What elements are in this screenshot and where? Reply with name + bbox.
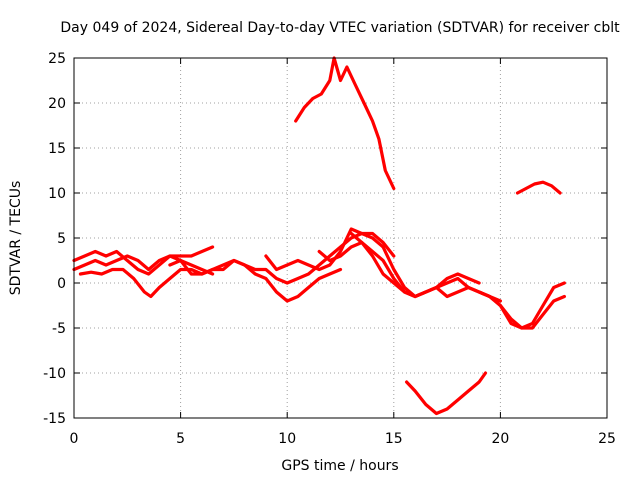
y-tick-label: -15 — [43, 411, 66, 427]
x-tick-label: 15 — [385, 431, 403, 447]
x-tick-label: 20 — [491, 431, 509, 447]
series-line-sat-k — [405, 371, 488, 416]
plot-frame — [73, 57, 608, 419]
series-line-sat-d — [168, 231, 396, 285]
y-tick-label: 25 — [48, 51, 66, 67]
x-tick-label: 5 — [176, 431, 185, 447]
y-tick-label: -10 — [43, 366, 66, 382]
x-tick-label: 10 — [278, 431, 296, 447]
series-line-sat-c — [78, 258, 343, 303]
y-tick-label: 15 — [48, 141, 66, 157]
y-tick-label: 5 — [57, 231, 66, 247]
series-line-sat-e — [264, 227, 481, 299]
series-line-sat-j — [515, 180, 562, 195]
series-line-sat-g — [349, 231, 566, 330]
series-line-sat-b — [72, 254, 215, 276]
y-axis-label: SDTVAR / TECUs — [8, 181, 24, 296]
series-line-sat-i — [294, 56, 396, 191]
y-tick-label: 20 — [48, 96, 66, 112]
x-tick-label: 0 — [70, 431, 79, 447]
tick-layer: 0 5 10 15 20 25 -15 -10 -5 0 5 10 15 20 25 — [43, 51, 616, 447]
x-tick-label: 25 — [598, 431, 616, 447]
series-line-sat-h — [477, 290, 566, 330]
grid-layer — [74, 58, 607, 418]
x-axis-label: GPS time / hours — [281, 458, 398, 474]
chart-title: Day 049 of 2024, Sidereal Day-to-day VTE… — [60, 20, 620, 36]
y-tick-label: 0 — [57, 276, 66, 292]
y-tick-label: 10 — [48, 186, 66, 202]
series-layer — [72, 56, 566, 416]
series-line-sat-a — [72, 245, 215, 276]
y-tick-label: -5 — [52, 321, 66, 337]
